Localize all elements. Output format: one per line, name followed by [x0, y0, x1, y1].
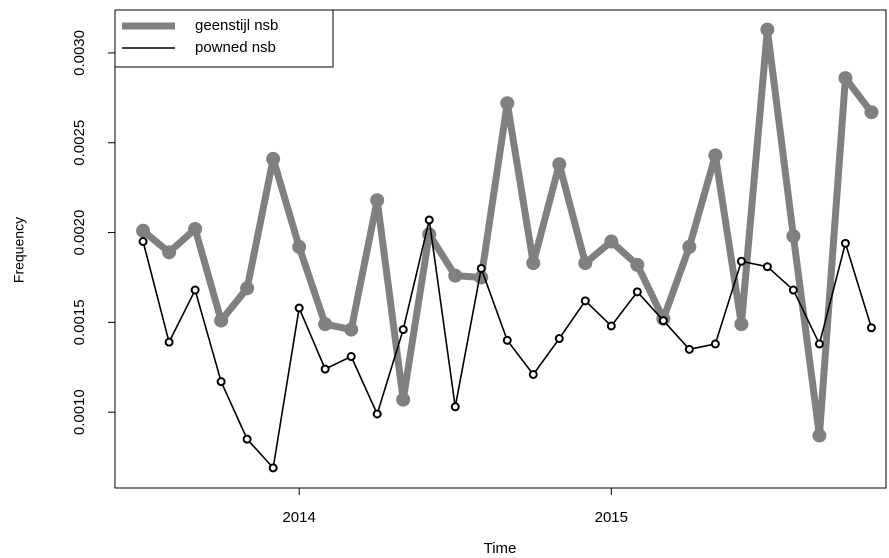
data-point: [632, 287, 642, 297]
x-tick-label: 2015: [595, 509, 628, 526]
data-point: [398, 325, 408, 335]
data-point: [344, 322, 359, 337]
data-point: [474, 270, 489, 285]
x-tick-label: 2014: [282, 509, 315, 526]
data-point: [708, 148, 723, 163]
x-axis-label: Time: [484, 540, 517, 557]
data-point: [838, 71, 853, 86]
data-point: [658, 316, 668, 326]
data-point: [606, 321, 616, 331]
data-point: [604, 234, 619, 249]
data-point: [554, 334, 564, 344]
data-point: [526, 256, 541, 271]
data-point: [214, 313, 229, 328]
legend-label: geenstijl nsb: [195, 17, 278, 34]
data-point: [162, 245, 177, 260]
data-point: [372, 409, 382, 419]
data-point: [476, 263, 486, 273]
series-line: [140, 26, 875, 440]
y-tick-label: 0.0030: [71, 30, 88, 76]
data-point: [684, 344, 694, 354]
data-point: [734, 317, 749, 332]
data-point: [136, 223, 151, 238]
legend-label: powned nsb: [195, 39, 276, 56]
y-tick-label: 0.0015: [71, 299, 88, 345]
data-point: [266, 151, 281, 166]
data-point: [552, 157, 567, 172]
data-point: [370, 193, 385, 208]
data-point: [242, 434, 252, 444]
data-point: [164, 337, 174, 347]
data-point: [346, 352, 356, 362]
data-point: [710, 339, 720, 349]
data-point: [866, 323, 876, 333]
data-point: [682, 239, 697, 254]
legend-box: [114, 9, 334, 68]
y-axis-label: Frequency: [11, 217, 27, 283]
data-point: [760, 22, 775, 37]
data-point: [318, 317, 333, 332]
data-point: [292, 239, 307, 254]
y-tick-label: 0.0010: [71, 389, 88, 435]
plot-frame: [114, 9, 887, 489]
data-point: [240, 281, 255, 296]
data-point: [396, 392, 411, 407]
data-point: [294, 303, 304, 313]
data-point: [812, 428, 827, 443]
y-tick-label: 0.0020: [71, 210, 88, 256]
data-point: [450, 402, 460, 412]
data-point: [864, 105, 879, 120]
data-point: [528, 369, 538, 379]
y-tick-label: 0.0025: [71, 120, 88, 166]
data-point: [138, 237, 148, 247]
data-point: [736, 256, 746, 266]
data-point: [188, 221, 203, 236]
data-point: [786, 229, 801, 244]
data-point: [190, 285, 200, 295]
data-point: [762, 262, 772, 272]
data-point: [216, 377, 226, 387]
data-point: [268, 463, 278, 473]
data-point: [578, 256, 593, 271]
data-point: [630, 257, 645, 272]
data-point: [500, 96, 515, 111]
data-point: [448, 268, 463, 283]
data-point: [840, 238, 850, 248]
data-point: [580, 296, 590, 306]
data-point: [424, 215, 434, 225]
data-point: [788, 285, 798, 295]
data-point: [320, 364, 330, 374]
data-point: [502, 335, 512, 345]
data-point: [814, 339, 824, 349]
